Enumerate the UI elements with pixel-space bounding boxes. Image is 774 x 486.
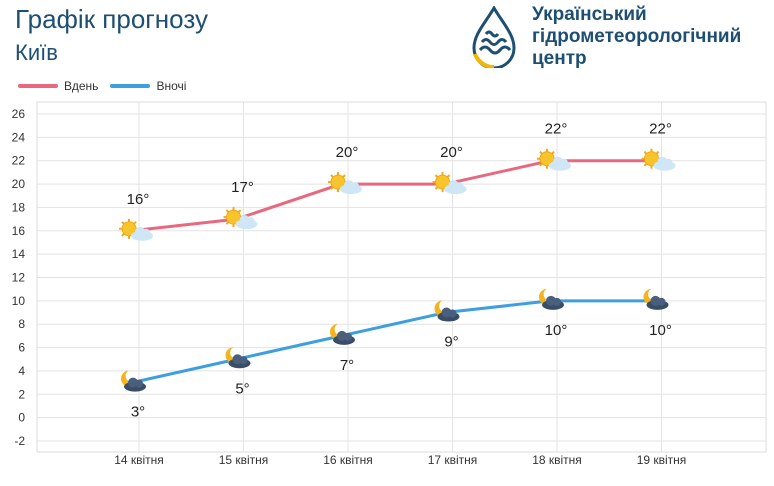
sun-cloud-icon <box>328 172 362 195</box>
x-tick-label: 16 квітня <box>323 453 373 467</box>
x-tick-label: 15 квітня <box>219 453 269 467</box>
y-tick-label: 16 <box>12 224 26 238</box>
moon-cloud-icon <box>643 288 669 310</box>
sun-cloud-icon <box>119 218 153 241</box>
night-temp-label: 9° <box>444 334 458 351</box>
day-temp-label: 17° <box>231 179 254 196</box>
x-tick-label: 14 квітня <box>114 453 164 467</box>
chart-legend: Вдень Вночі <box>18 79 198 93</box>
moon-cloud-icon <box>330 323 355 345</box>
day-temp-label: 20° <box>440 144 463 161</box>
moon-cloud-icon <box>434 300 460 322</box>
y-tick-label: 6 <box>18 341 25 355</box>
y-tick-label: 8 <box>18 317 25 331</box>
org-line-3: центр <box>532 48 587 69</box>
moon-cloud-icon <box>121 370 146 392</box>
y-tick-label: 24 <box>12 130 26 144</box>
legend-item-night: Вночі <box>110 79 186 93</box>
sun-cloud-icon <box>223 207 258 230</box>
x-tick-label: 17 квітня <box>428 453 478 467</box>
day-series-line <box>131 159 655 233</box>
legend-swatch-night <box>110 84 151 88</box>
sun-cloud-icon <box>537 148 571 171</box>
legend-label-day: Вдень <box>64 79 99 93</box>
night-temp-label: 5° <box>235 380 249 397</box>
organization-name: Український гідрометеорологічний центр <box>532 4 741 70</box>
legend-item-day: Вдень <box>18 79 98 93</box>
legend-swatch-day <box>18 84 58 88</box>
org-line-1: Український <box>532 4 647 25</box>
hydromet-logo-icon <box>472 6 516 68</box>
y-tick-label: 20 <box>12 177 26 191</box>
day-temp-label: 20° <box>336 144 359 161</box>
y-tick-label: 0 <box>18 411 25 425</box>
y-tick-label: 4 <box>18 364 25 378</box>
page-title: Графік прогнозу <box>15 4 208 34</box>
org-line-2: гідрометеорологічний <box>532 26 742 47</box>
x-tick-label: 18 квітня <box>532 453 582 467</box>
y-tick-label: 18 <box>12 200 26 214</box>
y-tick-label: 22 <box>12 154 26 168</box>
night-temp-label: 10° <box>649 322 672 339</box>
day-temp-label: 16° <box>127 191 150 208</box>
y-tick-label: -2 <box>14 434 25 448</box>
y-tick-label: 26 <box>12 107 26 121</box>
day-temp-label: 22° <box>545 121 568 138</box>
sun-cloud-icon <box>641 148 676 171</box>
x-tick-label: 19 квітня <box>637 453 687 467</box>
city-name: Київ <box>15 40 58 65</box>
moon-cloud-icon <box>539 288 564 310</box>
day-temp-label: 22° <box>649 121 672 138</box>
moon-cloud-icon <box>225 347 251 369</box>
sun-cloud-icon <box>432 172 467 195</box>
y-tick-label: 2 <box>18 387 25 401</box>
night-temp-label: 10° <box>545 322 568 339</box>
y-tick-label: 14 <box>12 247 26 261</box>
legend-label-night: Вночі <box>156 79 187 93</box>
night-series-line <box>131 299 655 385</box>
y-tick-label: 10 <box>12 294 26 308</box>
night-temp-label: 7° <box>340 357 354 374</box>
night-temp-label: 3° <box>131 404 145 421</box>
y-tick-label: 12 <box>12 271 26 285</box>
